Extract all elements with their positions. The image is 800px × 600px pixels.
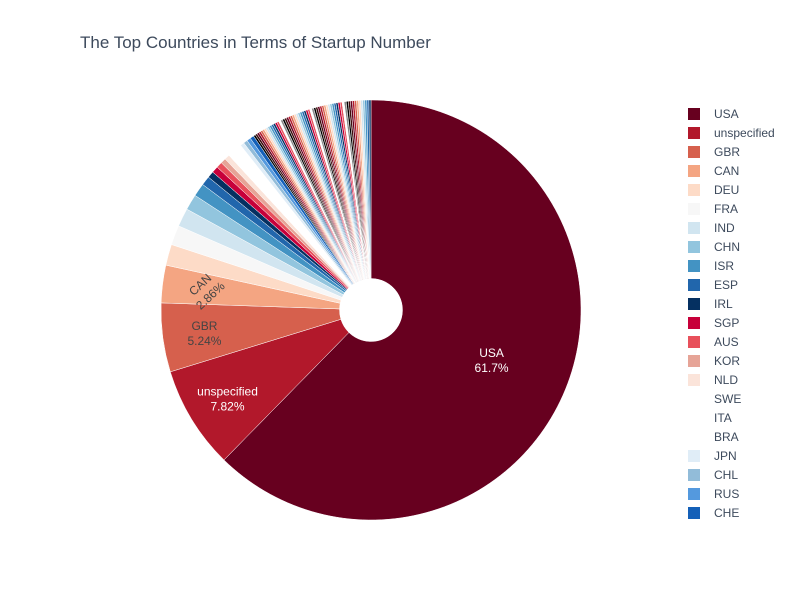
legend-item-ind[interactable]: IND <box>688 218 798 237</box>
legend-item-chl[interactable]: CHL <box>688 465 798 484</box>
legend-item-chn[interactable]: CHN <box>688 237 798 256</box>
legend-swatch <box>688 107 700 120</box>
legend-swatch <box>688 468 700 481</box>
legend-swatch <box>688 373 700 386</box>
legend-swatch <box>688 164 700 177</box>
legend-item-kor[interactable]: KOR <box>688 351 798 370</box>
slice-label-usa: USA 61.7% <box>475 346 509 375</box>
legend-swatch <box>688 354 700 367</box>
legend-item-fra[interactable]: FRA <box>688 199 798 218</box>
legend-label: SWE <box>714 391 742 406</box>
legend-label: RUS <box>714 486 740 501</box>
legend-item-can[interactable]: CAN <box>688 161 798 180</box>
legend-swatch <box>688 449 700 462</box>
legend-label: CHL <box>714 467 739 482</box>
legend-swatch <box>688 487 700 500</box>
slice-label-gbr: GBR 5.24% <box>187 319 221 348</box>
legend-item-isr[interactable]: ISR <box>688 256 798 275</box>
legend-swatch <box>688 145 700 158</box>
legend-label: DEU <box>714 182 740 197</box>
legend-label: ITA <box>714 410 732 425</box>
legend-item-deu[interactable]: DEU <box>688 180 798 199</box>
legend-label: FRA <box>714 201 738 216</box>
legend-swatch <box>688 202 700 215</box>
legend-label: KOR <box>714 353 741 368</box>
legend-label: CHE <box>714 505 740 520</box>
legend-swatch <box>688 221 700 234</box>
chart-title: The Top Countries in Terms of Startup Nu… <box>80 33 431 52</box>
legend-label: USA <box>714 106 739 121</box>
legend-item-unspecified[interactable]: unspecified <box>688 123 798 142</box>
slice-label-unspecified: unspecified 7.82% <box>197 384 258 413</box>
legend-label: IND <box>714 220 735 235</box>
pie-slice-usa[interactable] <box>223 99 582 521</box>
legend-swatch <box>688 297 700 310</box>
legend-item-usa[interactable]: USA <box>688 104 798 123</box>
legend-item-che[interactable]: CHE <box>688 503 798 522</box>
legend-label: CHN <box>714 239 740 254</box>
legend-item-rus[interactable]: RUS <box>688 484 798 503</box>
legend-swatch <box>688 278 700 291</box>
legend-label: BRA <box>714 429 739 444</box>
legend-label: IRL <box>714 296 733 311</box>
legend-item-sgp[interactable]: SGP <box>688 313 798 332</box>
pie-slice-unspecified[interactable] <box>169 318 350 461</box>
legend-swatch <box>688 240 700 253</box>
legend-label: SGP <box>714 315 740 330</box>
legend-label: unspecified <box>714 125 775 140</box>
legend-label: AUS <box>714 334 739 349</box>
legend-item-ita[interactable]: ITA <box>688 408 798 427</box>
pie-slice-other[interactable] <box>368 99 372 279</box>
legend-swatch <box>688 335 700 348</box>
legend-label: GBR <box>714 144 741 159</box>
legend-item-gbr[interactable]: GBR <box>688 142 798 161</box>
legend-item-nld[interactable]: NLD <box>688 370 798 389</box>
legend-label: ISR <box>714 258 735 273</box>
pie-slices <box>160 99 582 521</box>
legend-swatch <box>688 183 700 196</box>
legend-swatch <box>688 412 700 424</box>
legend: USA unspecified GBR CAN DEU FRA IND CHN ISR ESP IR… <box>688 104 798 522</box>
legend-label: NLD <box>714 372 739 387</box>
legend-item-aus[interactable]: AUS <box>688 332 798 351</box>
legend-swatch <box>688 506 700 519</box>
legend-item-irl[interactable]: IRL <box>688 294 798 313</box>
legend-label: JPN <box>714 448 737 463</box>
legend-swatch <box>688 259 700 272</box>
legend-swatch <box>688 316 700 329</box>
legend-swatch <box>688 393 700 405</box>
legend-swatch <box>688 431 700 443</box>
legend-label: ESP <box>714 277 739 292</box>
legend-swatch <box>688 126 700 139</box>
legend-item-bra[interactable]: BRA <box>688 427 798 446</box>
legend-item-esp[interactable]: ESP <box>688 275 798 294</box>
legend-item-jpn[interactable]: JPN <box>688 446 798 465</box>
legend-label: CAN <box>714 163 740 178</box>
legend-item-swe[interactable]: SWE <box>688 389 798 408</box>
